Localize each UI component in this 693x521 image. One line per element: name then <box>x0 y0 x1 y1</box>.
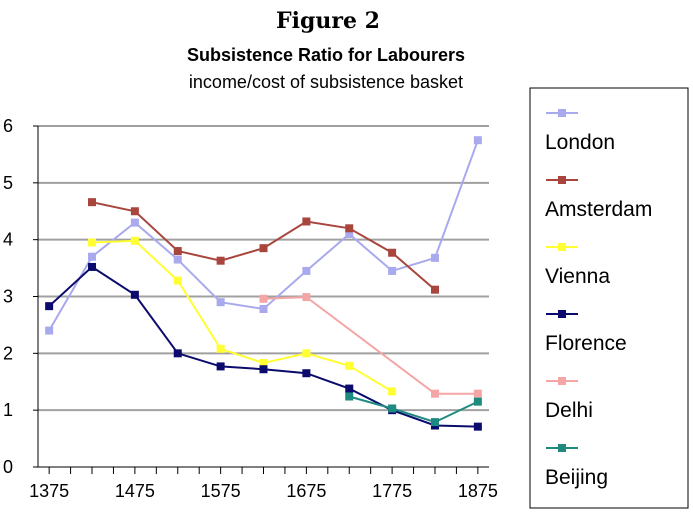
series-line-delhi <box>263 296 478 395</box>
data-point-amsterdam-1625 <box>259 244 268 253</box>
data-point-vienna-1425 <box>88 238 97 247</box>
data-point-florence-1425 <box>88 262 97 271</box>
x-tick-label-1875: 1875 <box>458 481 498 501</box>
data-point-beijing-1725 <box>345 392 354 401</box>
data-point-delhi-1825 <box>430 389 439 398</box>
legend-box <box>529 87 689 509</box>
data-point-vienna-1725 <box>345 361 354 370</box>
y-axis: 0 1 2 3 4 5 6 <box>3 116 38 477</box>
y-tick-label-1: 1 <box>3 400 13 420</box>
data-point-florence-1875 <box>473 422 482 431</box>
data-point-amsterdam-1775 <box>388 248 397 257</box>
data-point-london-1525 <box>173 255 182 264</box>
data-point-florence-1625 <box>259 365 268 374</box>
data-point-london-1825 <box>430 253 439 262</box>
data-point-amsterdam-1525 <box>173 247 182 256</box>
data-point-amsterdam-1575 <box>216 256 225 265</box>
legend-label-amsterdam: Amsterdam <box>545 198 652 221</box>
y-tick-label-5: 5 <box>3 173 13 193</box>
series-layer <box>45 136 482 431</box>
data-point-vienna-1675 <box>302 349 311 358</box>
data-point-london-1375 <box>45 326 54 335</box>
data-point-amsterdam-1675 <box>302 217 311 226</box>
y-tick-label-6: 6 <box>3 116 13 136</box>
data-point-amsterdam-1825 <box>430 285 439 294</box>
chart-subtitle: income/cost of subsistence basket <box>189 72 463 92</box>
legend-marker-vienna <box>558 243 566 251</box>
legend-label-delhi: Delhi <box>545 399 593 422</box>
legend-marker-beijing <box>558 444 566 452</box>
data-point-vienna-1525 <box>173 276 182 285</box>
data-point-london-1425 <box>88 252 97 261</box>
series-line-vienna <box>91 239 393 393</box>
series-amsterdam <box>88 198 439 294</box>
x-tick-label-1575: 1575 <box>201 481 241 501</box>
data-point-london-1475 <box>130 218 139 227</box>
y-tick-label-2: 2 <box>3 343 13 363</box>
data-point-amsterdam-1725 <box>345 224 354 233</box>
data-point-delhi-1675 <box>302 293 311 302</box>
data-point-london-1775 <box>388 266 397 275</box>
y-tick-label-4: 4 <box>3 230 13 250</box>
series-vienna <box>88 236 397 396</box>
data-point-vienna-1775 <box>388 387 397 396</box>
legend-marker-london <box>558 109 566 117</box>
data-point-beijing-1875 <box>473 397 482 406</box>
legend-label-florence: Florence <box>545 332 627 355</box>
chart-title: Subsistence Ratio for Labourers <box>187 45 465 65</box>
series-line-beijing <box>348 395 479 424</box>
data-point-florence-1375 <box>45 302 54 311</box>
legend: London Amsterdam Vienna Florence Delhi Beijin… <box>545 109 652 489</box>
legend-label-london: London <box>545 131 615 154</box>
data-point-beijing-1825 <box>430 418 439 427</box>
data-point-london-1725 <box>345 229 354 238</box>
data-point-amsterdam-1425 <box>88 198 97 207</box>
legend-marker-florence <box>558 310 566 318</box>
data-point-florence-1675 <box>302 369 311 378</box>
x-tick-label-1675: 1675 <box>286 481 326 501</box>
data-point-vienna-1575 <box>216 344 225 353</box>
x-axis: 1375 1475 1575 1675 1775 1875 <box>29 467 498 501</box>
series-beijing <box>345 392 482 427</box>
x-tick-label-1475: 1475 <box>115 481 155 501</box>
legend-label-beijing: Beijing <box>545 466 608 489</box>
legend-marker-amsterdam <box>558 176 566 184</box>
series-delhi <box>259 293 482 398</box>
series-florence <box>45 262 482 431</box>
data-point-florence-1725 <box>345 384 354 393</box>
data-point-amsterdam-1475 <box>130 207 139 216</box>
data-point-delhi-1875 <box>473 389 482 398</box>
data-point-london-1625 <box>259 305 268 314</box>
data-point-vienna-1475 <box>130 236 139 245</box>
series-london <box>45 136 482 335</box>
data-point-beijing-1775 <box>388 404 397 413</box>
series-line-florence <box>48 265 478 428</box>
data-point-vienna-1625 <box>259 358 268 367</box>
data-point-london-1575 <box>216 298 225 307</box>
legend-marker-delhi <box>558 377 566 385</box>
figure-label: Figure 2 <box>276 8 380 34</box>
data-point-delhi-1625 <box>259 294 268 303</box>
data-point-florence-1475 <box>130 290 139 299</box>
x-tick-label-1375: 1375 <box>29 481 69 501</box>
data-point-london-1875 <box>473 136 482 145</box>
data-point-florence-1575 <box>216 362 225 371</box>
y-tick-label-3: 3 <box>3 287 13 307</box>
y-tick-label-0: 0 <box>3 457 13 477</box>
legend-label-vienna: Vienna <box>545 265 610 288</box>
x-tick-label-1775: 1775 <box>372 481 412 501</box>
data-point-london-1675 <box>302 266 311 275</box>
data-point-florence-1525 <box>173 349 182 358</box>
